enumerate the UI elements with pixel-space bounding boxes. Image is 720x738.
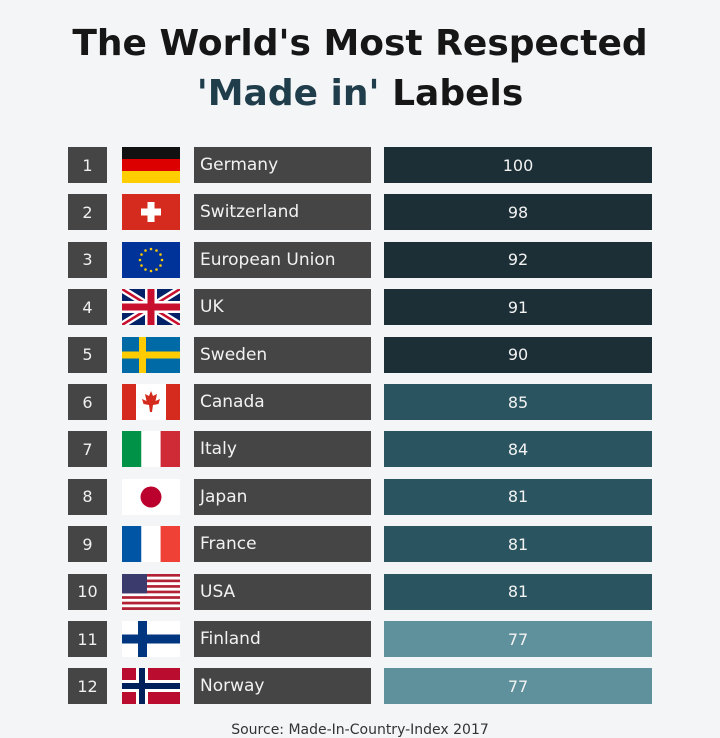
germany-flag-icon xyxy=(122,147,180,183)
table-row: 9 France 81 xyxy=(0,526,720,563)
rank-cell: 9 xyxy=(68,526,107,563)
score-cell: 91 xyxy=(384,289,652,326)
country-cell: European Union xyxy=(194,241,371,278)
score-cell: 81 xyxy=(384,573,652,610)
source-note: Source: Made-In-Country-Index 2017 xyxy=(231,722,489,738)
country-cell: Switzerland xyxy=(194,194,371,231)
country-cell: France xyxy=(194,526,371,563)
table-row: 11 Finland 77 xyxy=(0,621,720,657)
rank-cell: 12 xyxy=(68,668,107,705)
rank-cell: 7 xyxy=(68,431,107,468)
score-cell: 90 xyxy=(384,336,652,373)
table-row: 8 Japan 81 xyxy=(0,478,720,515)
score-cell: 92 xyxy=(384,241,652,278)
rank-cell: 6 xyxy=(68,384,107,420)
table-row: 5 Sweden 90 xyxy=(0,336,720,373)
switzerland-flag-icon xyxy=(122,194,180,231)
japan-flag-icon xyxy=(122,478,180,515)
chart-title-line2: 'Made in' Labels xyxy=(0,70,720,118)
score-cell: 84 xyxy=(384,431,652,468)
country-cell: USA xyxy=(194,573,371,610)
country-cell: Norway xyxy=(194,668,371,705)
country-cell: Japan xyxy=(194,478,371,515)
rank-cell: 2 xyxy=(68,194,107,231)
table-row: 10 USA 81 xyxy=(0,573,720,610)
table-row: 4 UK 91 xyxy=(0,289,720,326)
rank-cell: 10 xyxy=(68,573,107,610)
score-cell: 100 xyxy=(384,147,652,183)
table-row: 7 Italy 84 xyxy=(0,431,720,468)
country-cell: Italy xyxy=(194,431,371,468)
score-cell: 85 xyxy=(384,384,652,420)
rank-cell: 1 xyxy=(68,147,107,183)
france-flag-icon xyxy=(122,526,180,563)
sweden-flag-icon xyxy=(122,336,180,373)
score-cell: 77 xyxy=(384,621,652,657)
score-cell: 77 xyxy=(384,668,652,705)
score-cell: 81 xyxy=(384,478,652,515)
table-row: 2 Switzerland 98 xyxy=(0,194,720,231)
country-cell: Germany xyxy=(194,147,371,183)
rank-cell: 4 xyxy=(68,289,107,326)
table-row: 6 Canada 85 xyxy=(0,384,720,420)
canada-flag-icon xyxy=(122,384,180,420)
norway-flag-icon xyxy=(122,668,180,705)
country-cell: Canada xyxy=(194,384,371,420)
score-cell: 98 xyxy=(384,194,652,231)
title-rest: Labels xyxy=(379,73,524,114)
rank-cell: 11 xyxy=(68,621,107,657)
score-cell: 81 xyxy=(384,526,652,563)
rank-cell: 5 xyxy=(68,336,107,373)
rank-cell: 8 xyxy=(68,478,107,515)
rank-cell: 3 xyxy=(68,241,107,278)
table-row: 1 Germany 100 xyxy=(0,147,720,183)
country-cell: Finland xyxy=(194,621,371,657)
chart-title-line1: The World's Most Respected xyxy=(72,23,648,64)
country-cell: UK xyxy=(194,289,371,326)
uk-flag-icon xyxy=(122,289,180,326)
finland-flag-icon xyxy=(122,621,180,657)
title-accent: 'Made in' xyxy=(196,73,380,114)
eu-flag-icon xyxy=(122,241,180,278)
table-row: 12 Norway 77 xyxy=(0,668,720,705)
table-row: 3 European Union 92 xyxy=(0,241,720,278)
italy-flag-icon xyxy=(122,431,180,468)
country-cell: Sweden xyxy=(194,336,371,373)
usa-flag-icon xyxy=(122,573,180,610)
